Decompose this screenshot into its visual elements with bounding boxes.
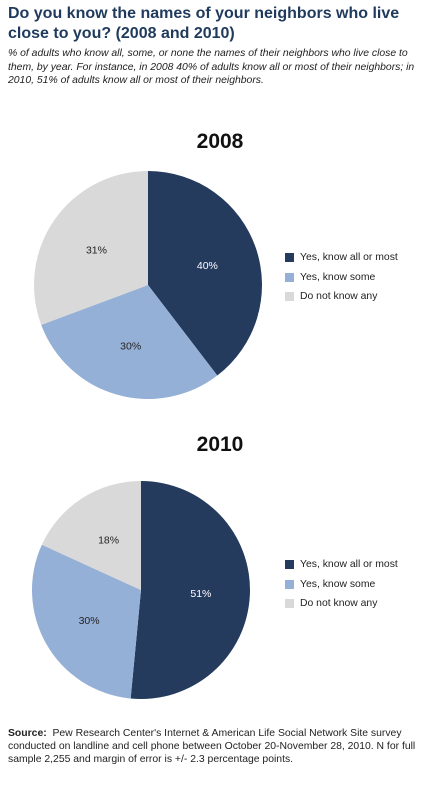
legend-swatch — [285, 579, 294, 589]
legend-item: Yes, know all or most — [285, 248, 398, 268]
legend-item: Do not know any — [285, 594, 398, 614]
source-note: Source: Pew Research Center's Internet &… — [8, 727, 438, 767]
pie-2010: 51% 30% 18% — [31, 481, 251, 699]
pie-slice — [41, 285, 218, 399]
legend-item: Yes, know all or most — [285, 555, 398, 575]
chart-subtitle: % of adults who know all, some, or none … — [8, 48, 415, 86]
slice-label: 18% — [98, 535, 119, 547]
chart-year-title: 2008 — [196, 130, 244, 153]
legend-label: Yes, know all or most — [300, 559, 398, 571]
legend-label: Do not know any — [300, 291, 378, 303]
slice-label: 30% — [79, 615, 100, 627]
legend-2010: Yes, know all or most Yes, know some Do … — [285, 555, 398, 614]
legend-swatch — [285, 560, 294, 570]
legend-swatch — [285, 272, 294, 282]
pie-slice — [31, 544, 141, 699]
pie-slice — [130, 481, 251, 699]
chart-year-title: 2010 — [196, 433, 244, 456]
pie-slice — [148, 171, 263, 376]
pie-slice — [33, 171, 148, 325]
legend-label: Yes, know some — [300, 578, 376, 590]
pie-slice — [41, 481, 141, 590]
legend-item: Yes, know some — [285, 575, 398, 595]
legend-swatch — [285, 253, 294, 263]
legend-swatch — [285, 599, 294, 609]
legend-2008: Yes, know all or most Yes, know some Do … — [285, 248, 398, 307]
legend-label: Yes, know some — [300, 271, 376, 283]
slice-label: 40% — [197, 260, 218, 272]
legend-item: Yes, know some — [285, 268, 398, 288]
source-label: Source: — [8, 728, 47, 739]
slice-label: 31% — [86, 244, 107, 256]
slice-label: 30% — [120, 340, 141, 352]
legend-swatch — [285, 292, 294, 302]
pie-2008: 40% 30% 31% — [33, 171, 263, 399]
slice-label: 51% — [190, 588, 211, 600]
legend-item: Do not know any — [285, 287, 398, 307]
legend-label: Yes, know all or most — [300, 252, 398, 264]
chart-title: Do you know the names of your neighbors … — [8, 5, 400, 42]
legend-label: Do not know any — [300, 598, 378, 610]
source-text: Pew Research Center's Internet & America… — [8, 728, 416, 766]
